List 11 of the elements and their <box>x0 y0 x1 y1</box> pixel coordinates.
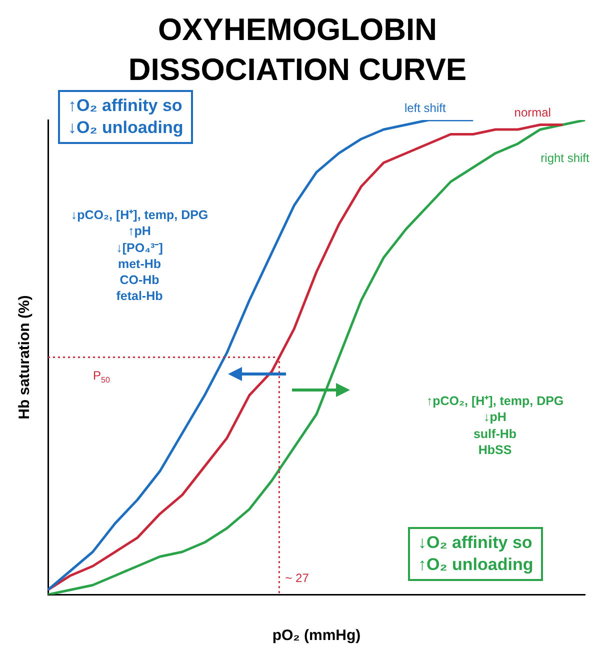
annotation: ↓O₂ affinity so ↑O₂ unloading <box>408 527 544 582</box>
annotation: ~ 27 <box>285 570 309 585</box>
series-label: normal <box>514 106 551 120</box>
x-axis-title: pO₂ (mmHg) <box>272 627 361 644</box>
chart-title: OXYHEMOGLOBIN DISSOCIATION CURVE <box>127 11 468 89</box>
annotation: ↑pCO₂, [H⁺], temp, DPG ↓pH sulf-Hb HbSS <box>425 393 565 458</box>
y-axis-title: Hb saturation (%) <box>16 295 34 420</box>
annotation: ↑O₂ affinity so ↓O₂ unloading <box>58 90 194 144</box>
series-label: left shift <box>404 101 446 115</box>
annotation: ↓pCO₂, [H⁺], temp, DPG ↑pH ↓[PO₄³⁻] met-Hb CO-Hb fetal-Hb <box>70 207 210 304</box>
series-label: right shift <box>540 151 590 165</box>
